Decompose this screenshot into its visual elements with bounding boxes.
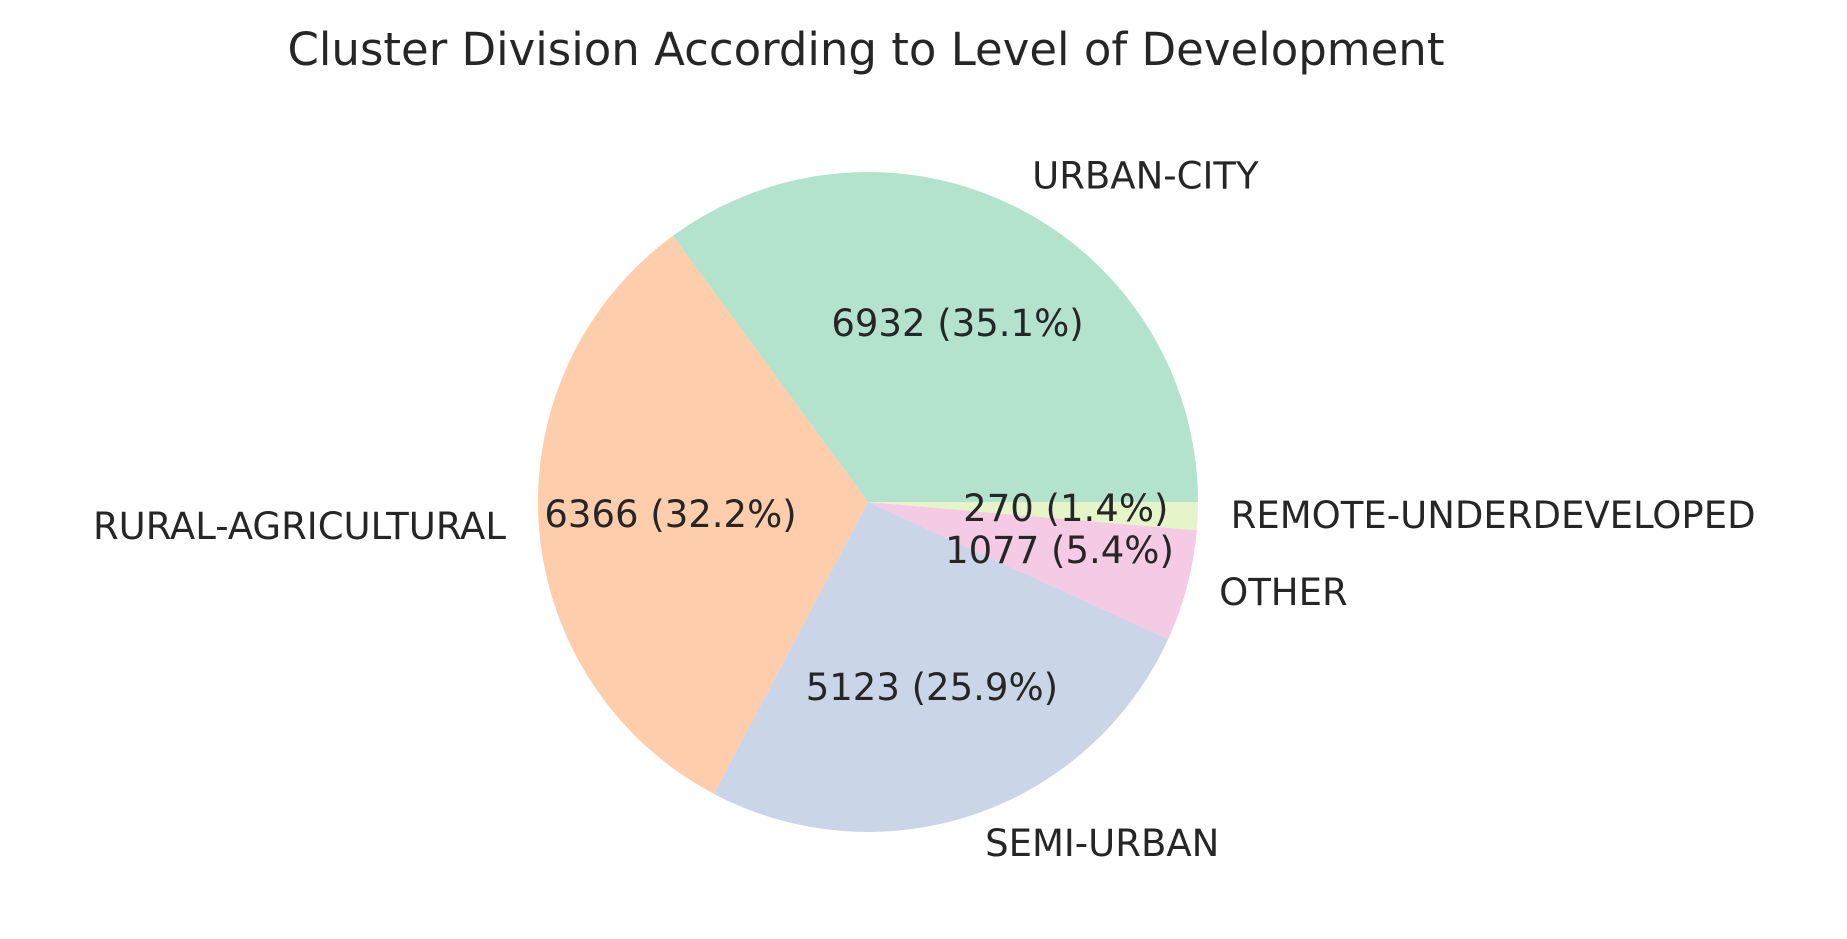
pie-slice-urban-city	[672, 171, 1198, 502]
slice-value-label-urban-city: 6932 (35.1%)	[831, 302, 1083, 345]
pie-slice-rural-agricultural	[538, 235, 868, 794]
slice-value-labels: 6932 (35.1%) 6366 (32.2%) 5123 (25.9%) 1077…	[544, 302, 1174, 709]
slice-value-label-remote-underdeveloped: 270 (1.4%)	[963, 487, 1168, 530]
slice-label-semi-urban: SEMI-URBAN	[985, 822, 1219, 865]
slice-label-urban-city: URBAN-CITY	[1032, 155, 1259, 198]
slice-labels: URBAN-CITY RURAL-AGRICULTURAL SEMI-URBAN OT…	[93, 155, 1756, 865]
slice-label-rural-agricultural: RURAL-AGRICULTURAL	[93, 505, 506, 548]
chart-title: Cluster Division According to Level of D…	[288, 23, 1445, 76]
slice-value-label-rural-agricultural: 6366 (32.2%)	[544, 493, 796, 536]
slice-label-remote-underdeveloped: REMOTE-UNDERDEVELOPED	[1231, 494, 1756, 537]
slice-value-label-other: 1077 (5.4%)	[945, 529, 1174, 572]
pie-slices	[538, 171, 1198, 832]
pie-slice-remote-underdeveloped	[868, 502, 1198, 531]
pie-slice-semi-urban	[713, 502, 1169, 832]
slice-label-other: OTHER	[1219, 571, 1348, 614]
slice-value-label-semi-urban: 5123 (25.9%)	[806, 666, 1058, 709]
pie-slice-other	[868, 502, 1197, 640]
